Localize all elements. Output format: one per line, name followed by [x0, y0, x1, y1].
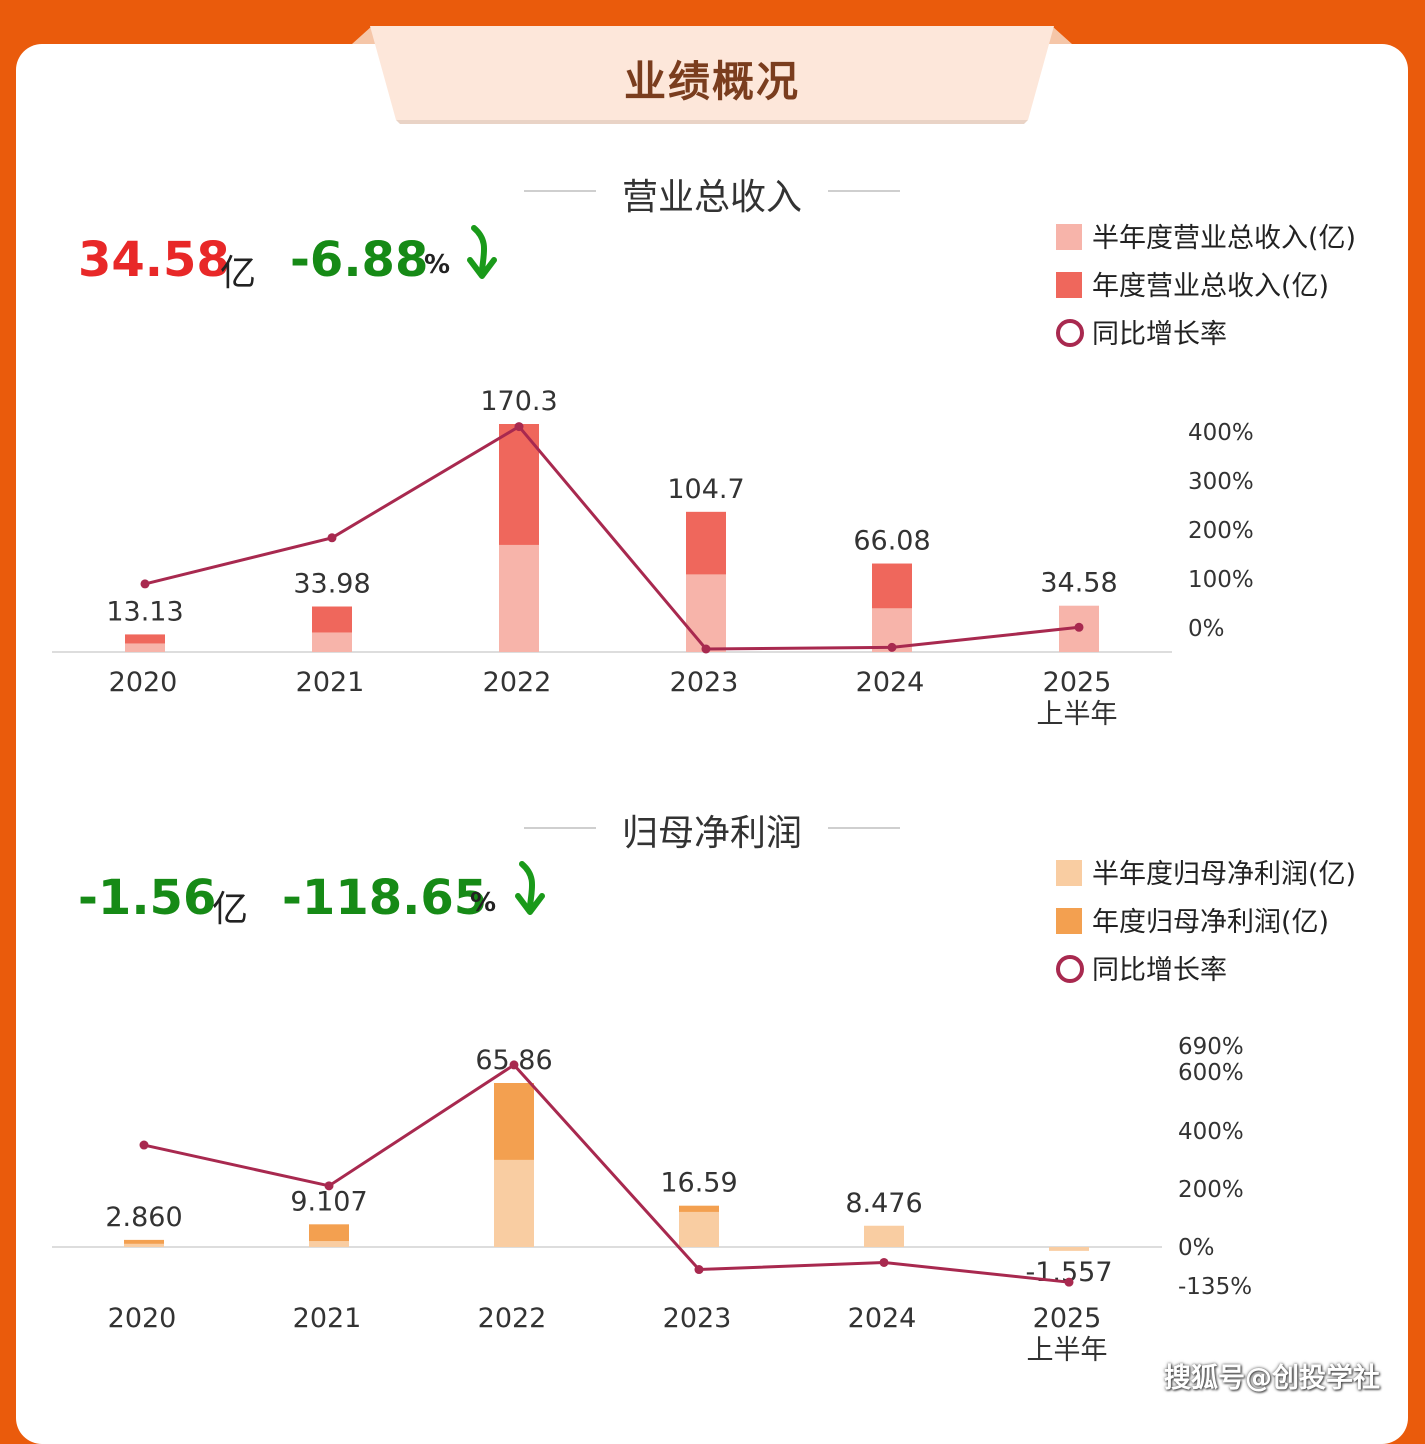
title-divider-left [524, 827, 596, 829]
y-tick-label: 0% [1178, 1235, 1215, 1261]
profit-headline-growth: -118.65 [282, 870, 488, 926]
growth-line [144, 424, 1080, 651]
legend-swatch [1056, 860, 1082, 886]
y-tick-label: 200% [1178, 1177, 1244, 1203]
growth-point [509, 1060, 519, 1070]
half-bar [864, 1225, 904, 1247]
growth-point [514, 422, 524, 432]
x-tick-label: 2025 [1033, 1303, 1102, 1334]
y-tick-label: -135% [1178, 1274, 1252, 1300]
x-tick-label: 2022 [478, 1303, 547, 1334]
growth-point [887, 642, 897, 652]
half-bar [1049, 1247, 1089, 1251]
annual-bar [124, 1239, 164, 1247]
revenue-chart: 13.13 2020 33.98 2021 170.3 2022 104.7 2023 66.0… [52, 386, 1254, 730]
x-tick-label: 上半年 [1027, 1335, 1108, 1366]
legend-label: 半年度营业总收入(亿) [1092, 223, 1357, 254]
legend-label: 年度归母净利润(亿) [1092, 907, 1330, 938]
legend-label: 年度营业总收入(亿) [1092, 271, 1330, 302]
banner-shape [352, 26, 1072, 124]
y-tick-label: 300% [1188, 469, 1254, 495]
profit-headline-unit: 亿 [212, 889, 249, 930]
growth-line [143, 1062, 1070, 1284]
x-tick-label: 2024 [848, 1303, 917, 1334]
x-tick-label: 上半年 [1037, 699, 1118, 730]
revenue-headline-growth: -6.88 [290, 232, 429, 288]
data-label: 8.476 [845, 1188, 922, 1219]
half-bar [125, 643, 165, 652]
half-bar [679, 1211, 719, 1247]
half-bar [124, 1243, 164, 1247]
half-bar [494, 1159, 534, 1247]
revenue-headline-unit: 亿 [220, 253, 257, 294]
half-bar [309, 1241, 349, 1247]
data-label: 9.107 [290, 1186, 367, 1217]
x-tick-label: 2021 [293, 1303, 362, 1334]
y-tick-label: 200% [1188, 518, 1254, 544]
half-bar [686, 574, 726, 652]
growth-point [140, 579, 150, 589]
data-label: 34.58 [1040, 568, 1117, 599]
half-bar [499, 544, 539, 652]
legend-circle-icon [1056, 319, 1084, 347]
y-tick-label: 0% [1188, 616, 1225, 642]
x-tick-label: 2020 [108, 1303, 177, 1334]
growth-point [139, 1140, 149, 1150]
y-tick-label: 400% [1188, 420, 1254, 446]
legend-swatch [1056, 272, 1082, 298]
title-divider-right [828, 190, 900, 192]
revenue-headline-growth-unit: % [424, 250, 451, 280]
y-tick-label: 400% [1178, 1119, 1244, 1145]
legend-swatch [1056, 224, 1082, 250]
growth-point [701, 644, 711, 654]
profit-chart: 2.86020209.107202165.86202216.5920238.47… [52, 1034, 1252, 1366]
watermark: 搜狐号@创投学社 [1164, 1363, 1380, 1394]
x-tick-label: 2023 [670, 667, 739, 698]
y-tick-label: 690% [1178, 1034, 1244, 1060]
data-label: 104.7 [667, 474, 744, 505]
down-arrow-icon [467, 225, 497, 279]
legend-swatch [1056, 908, 1082, 934]
legend-label: 同比增长率 [1092, 955, 1227, 986]
title-divider-right [828, 827, 900, 829]
profit-headline-value: -1.56 [78, 870, 217, 926]
growth-point [324, 1181, 334, 1191]
x-tick-label: 2024 [856, 667, 925, 698]
data-label: 2.860 [105, 1202, 182, 1233]
half-bar [312, 632, 352, 652]
x-tick-label: 2023 [663, 1303, 732, 1334]
data-label: 13.13 [106, 596, 183, 627]
x-tick-label: 2021 [296, 667, 365, 698]
x-tick-label: 2020 [109, 667, 178, 698]
title-divider-left [524, 190, 596, 192]
x-tick-label: 2025 [1043, 667, 1112, 698]
down-arrow-icon [515, 861, 545, 915]
growth-point [879, 1257, 889, 1267]
x-tick-label: 2022 [483, 667, 552, 698]
legend-label: 半年度归母净利润(亿) [1092, 859, 1357, 890]
data-label: 33.98 [293, 569, 370, 600]
growth-point [1064, 1277, 1074, 1287]
data-label: 16.59 [660, 1168, 737, 1199]
y-tick-label: 100% [1188, 567, 1254, 593]
growth-point [327, 533, 337, 543]
legend-label: 同比增长率 [1092, 319, 1227, 350]
revenue-section-title: 营业总收入 [621, 177, 802, 218]
y-tick-label: 600% [1178, 1060, 1244, 1086]
data-label: 170.3 [480, 386, 557, 417]
growth-point [1074, 622, 1084, 632]
growth-point [694, 1265, 704, 1275]
legend-circle-icon [1056, 955, 1084, 983]
banner-title: 业绩概况 [623, 57, 800, 106]
profit-section-title: 归母净利润 [621, 813, 802, 854]
header-banner: 业绩概况 [352, 22, 1072, 126]
revenue-headline-value: 34.58 [78, 232, 230, 288]
profit-headline-growth-unit: % [470, 888, 497, 918]
data-label: 66.08 [853, 526, 930, 557]
